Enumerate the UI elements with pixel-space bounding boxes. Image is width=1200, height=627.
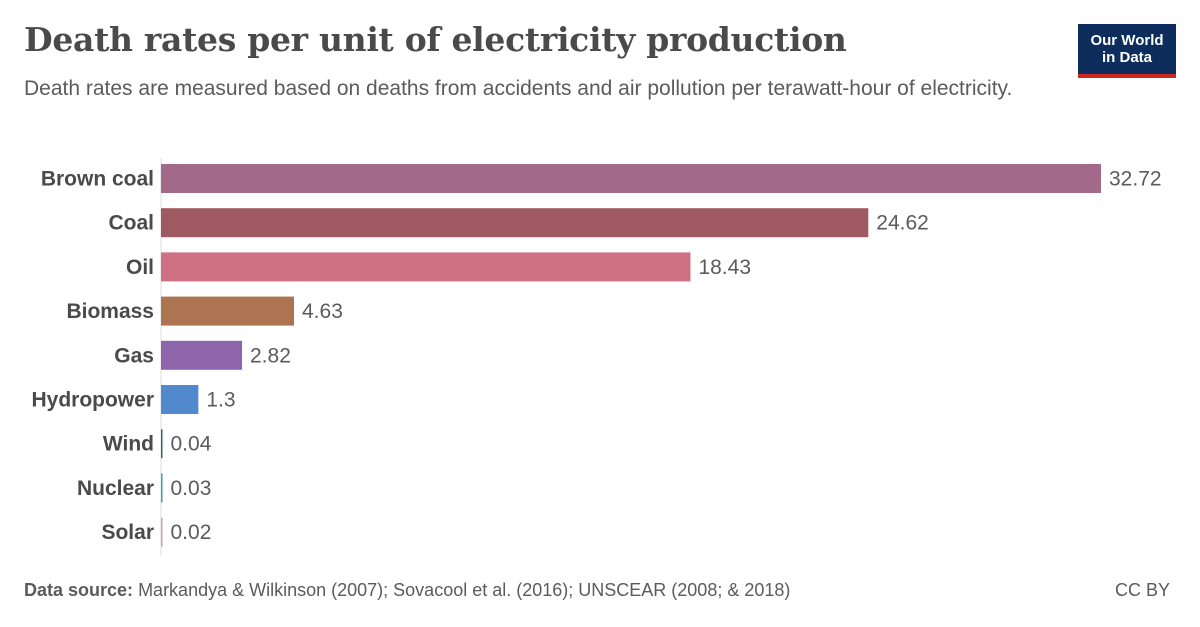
category-label-oil: Oil <box>126 256 154 279</box>
bar-gas[interactable] <box>161 340 243 370</box>
value-label-solar: 0.02 <box>171 521 212 544</box>
bar-brown-coal[interactable] <box>161 164 1101 193</box>
category-label-nuclear: Nuclear <box>77 477 154 500</box>
value-label-nuclear: 0.03 <box>171 477 212 500</box>
logo-line-1: Our World <box>1090 32 1164 49</box>
category-label-gas: Gas <box>114 344 154 367</box>
logo-line-2: in Data <box>1101 49 1152 66</box>
chart-subtitle: Death rates are measured based on deaths… <box>24 77 1013 100</box>
value-label-wind: 0.04 <box>171 433 212 456</box>
data-source-label: Data source: <box>24 580 134 600</box>
data-source-text: Markandya & Wilkinson (2007); Sovacool e… <box>138 580 791 600</box>
value-label-oil: 18.43 <box>698 256 751 279</box>
category-label-brown-coal: Brown coal <box>41 168 154 191</box>
owid-logo[interactable]: Our World in Data <box>1078 24 1176 78</box>
value-label-coal: 24.62 <box>876 212 929 235</box>
bar-solar[interactable] <box>161 517 163 547</box>
value-label-gas: 2.82 <box>250 344 291 367</box>
bar-hydropower[interactable] <box>161 385 199 414</box>
category-label-wind: Wind <box>103 433 154 456</box>
bar-wind[interactable] <box>161 429 163 459</box>
category-label-coal: Coal <box>108 212 154 235</box>
license-label: CC BY <box>1114 580 1170 600</box>
bar-chart: Brown coal 32.72 Coal 24.62 Oil 18.43 Biomass 4… <box>31 158 1162 556</box>
bar-oil[interactable] <box>161 252 691 282</box>
category-label-hydropower: Hydropower <box>31 389 154 412</box>
bar-coal[interactable] <box>161 208 869 238</box>
value-label-hydropower: 1.3 <box>206 389 235 412</box>
value-label-biomass: 4.63 <box>302 300 343 323</box>
bar-biomass[interactable] <box>161 296 295 326</box>
value-label-brown-coal: 32.72 <box>1109 168 1162 191</box>
category-label-solar: Solar <box>101 521 154 544</box>
bar-nuclear[interactable] <box>161 473 163 503</box>
chart-title: Death rates per unit of electricity prod… <box>24 20 847 59</box>
category-label-biomass: Biomass <box>66 300 154 323</box>
data-source: Data source: Markandya & Wilkinson (2007… <box>24 580 790 601</box>
